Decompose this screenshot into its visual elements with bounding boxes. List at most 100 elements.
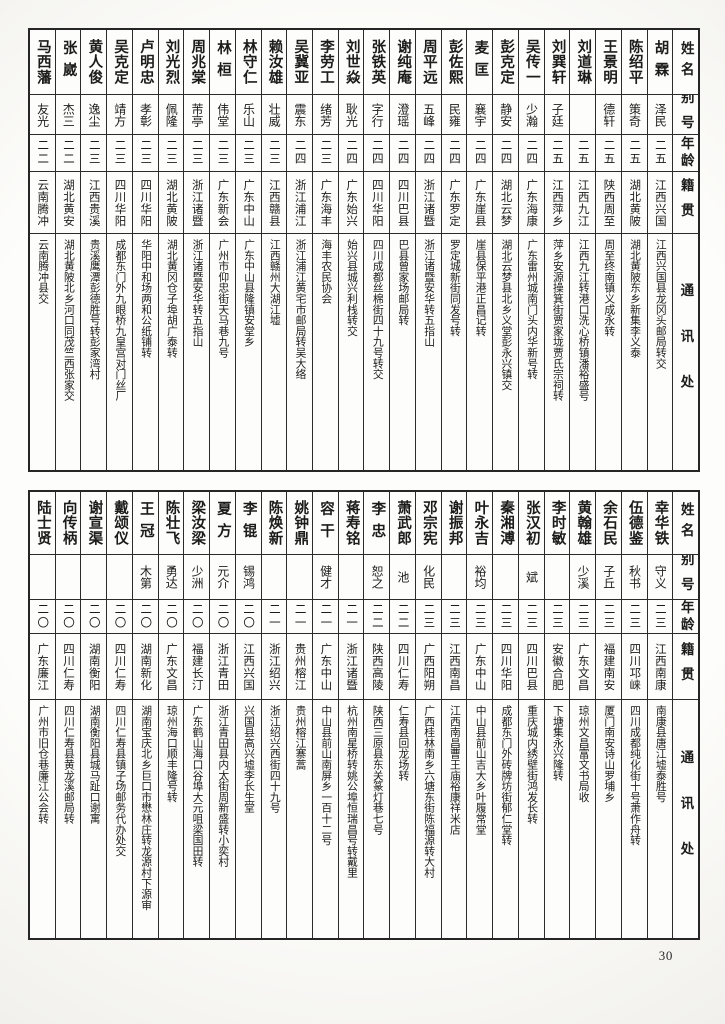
directory-entry-column: 李时敏 二三 安徽合肥 下塘集永兴隆转 [543,492,570,938]
entry-name: 蒋寿铭 [343,499,360,547]
directory-entry-column: 王景明 德轩 二五 陕西周至 周至终南镇义成永转 [595,30,621,470]
entry-address: 萍乡安源操箕街贾家垅贾氏宗祠转 [544,233,570,470]
entry-name: 向传柄 [60,499,77,547]
entry-native-place: 贵州榕江 [287,633,312,699]
entry-address: 南康县唐江墟泰胜号 [647,699,673,938]
entry-age: 二〇 [81,599,107,633]
entry-address: 周至终南镇义成永转 [596,233,621,470]
entry-address: 琼州文昌富文书局收 [570,699,596,938]
entry-native-place: 江西南昌 [441,633,467,699]
entry-age: 二二 [364,599,390,633]
entry-alias: 策奇 [621,94,647,134]
entry-address: 兴国县高兴墟李长生堂 [235,699,261,938]
directory-entry-column: 叶永吉 裕均 二三 广东中山 中山县前山吉大乡叶履常堂 [466,492,493,938]
entry-name: 陈绍平 [626,38,643,86]
entry-name: 姚钟鼎 [292,499,309,547]
entry-native-place: 广东海丰 [312,171,338,233]
entry-address: 成都东门外九眼桥九皇宫对门丝厂 [107,233,132,470]
entry-age: 二三 [518,599,544,633]
entry-alias: 锡鸿 [235,554,261,599]
entry-address: 广东中山县隆镇安堂乡 [235,233,261,470]
entry-address: 江西赣州大湖江墟 [261,233,287,470]
entry-age: 二四 [493,134,518,171]
entry-name: 邓宗宪 [420,499,437,547]
entry-name: 叶永吉 [472,499,489,547]
entry-native-place: 江西萍乡 [544,171,570,233]
entry-address: 四川成都纯化街十号萧作舟转 [621,699,647,938]
entry-alias: 子廷 [544,94,570,134]
entry-age: 二四 [415,134,441,171]
entry-address: 江西九江转港口洗心桥镇潘裕盛号 [570,233,596,470]
entry-alias: 靖方 [107,94,132,134]
entry-age: 二三 [647,599,673,633]
entry-address: 仁寿县回龙场转 [390,699,415,938]
entry-address: 浙江青田县内太街周新盛转小奕村 [210,699,235,938]
entry-alias: 友光 [29,94,55,134]
entry-address: 四川仁寿县黄龙溪邮局转 [55,699,81,938]
entry-alias: 绪芳 [312,94,338,134]
entry-name: 谢振邦 [446,499,463,547]
entry-name: 戴颂仪 [112,499,129,547]
entry-native-place: 湖南衡阳 [81,633,107,699]
directory-entry-column: 吴冀亚 震东 二四 浙江浦江 浙江浦江黄宅市邮局转吴大络 [286,30,312,470]
entry-name: 周兆棠 [189,38,206,86]
directory-entry-column: 刘世焱 耿光 二四 广东始兴 始兴县城兴利栈转交 [337,30,364,470]
entry-name: 幸华铁 [652,499,669,547]
header-name: 姓名 [678,41,694,83]
entry-address: 贵州榕江寨蒿 [287,699,312,938]
directory-entry-column: 黄人俊 逸尘 二三 江西贵溪 贵溪鹰潭彭德胜号转彭家湾村 [80,30,107,470]
entry-address: 四川成都丝棉街四十九号转交 [364,233,390,470]
entry-native-place: 广东新会 [210,171,235,233]
entry-alias: 勇达 [158,554,184,599]
directory-entry-column: 胡霖 泽民 二五 江西兴国 江西兴国县龙冈头邮局转交 [646,30,673,470]
directory-entry-column: 张汉初 斌 二三 四川巴县 重庆城内绣壁街鸿发长转 [517,492,544,938]
entry-native-place: 四川仁寿 [107,633,132,699]
entry-alias: 民雍 [441,94,467,134]
entry-name: 夏方 [215,500,232,546]
entry-name: 陈壮飞 [163,499,180,547]
entry-name: 梁汝梁 [189,499,206,547]
entry-age: 二四 [441,134,467,171]
entry-name: 李时敏 [549,499,566,547]
entry-alias: 德轩 [596,94,621,134]
entry-name: 周平远 [420,38,437,86]
entry-alias: 静安 [493,94,518,134]
entry-address: 广州市仰忠街天马巷九号 [210,233,235,470]
entry-alias: 耿光 [338,94,364,134]
directory-entry-column: 陈壮飞 勇达 二〇 广东文昌 琼州海口顺丰隆号转 [157,492,184,938]
entry-name: 张崴 [60,39,77,85]
entry-native-place: 安徽合肥 [544,633,570,699]
entry-alias [493,554,518,599]
entry-native-place: 湖北黄陂 [621,171,647,233]
entry-alias [29,554,55,599]
directory-entry-column: 周平远 五峰 二四 浙江诸暨 浙江诸暨安华转五指山 [414,30,441,470]
directory-entry-column: 刘道琳 二五 江西九江 江西九江转港口洗心桥镇潘裕盛号 [569,30,596,470]
entry-alias: 少溪 [570,554,596,599]
header-native-place: 籍贯 [673,171,698,233]
entry-name: 李忠 [369,500,386,546]
entry-alias [287,554,312,599]
entry-alias [55,554,81,599]
directory-entry-column: 彭克定 静安 二四 湖北云梦 湖北云梦县北乡义堂彭永兴镇交 [492,30,518,470]
entry-name: 吴克定 [112,38,129,86]
directory-entry-column: 周兆棠 芾亭 二三 浙江诸暨 浙江诸暨安华转五指山 [183,30,210,470]
entry-name: 林守仁 [240,38,257,86]
directory-entry-column: 蒋寿铭 二一 浙江诸暨 杭州南星桥转姚公埠恒瑞昌号转戴里 [337,492,364,938]
entry-alias: 木第 [132,554,158,599]
header-column: 姓名 别号 年龄 籍贯 通讯处 [672,492,698,938]
entry-alias: 震东 [287,94,312,134]
entry-age: 二〇 [235,599,261,633]
entry-address: 江西兴国县龙冈头邮局转交 [647,233,673,470]
entry-address: 四川仁寿县镇子场邮务代办处交 [107,699,132,938]
entry-age: 二三 [158,134,184,171]
directory-entry-column: 张铁英 字行 二四 四川华阳 四川成都丝棉街四十九号转交 [363,30,390,470]
entry-age: 二〇 [158,599,184,633]
entry-native-place: 广东海康 [518,171,544,233]
entry-address: 广东鹤山海口谷埠大元咀梁国田转 [184,699,210,938]
entry-address: 罗定城新街同发号转 [441,233,467,470]
entry-address: 云南腾冲县交 [29,233,55,470]
entry-native-place: 广东文昌 [158,633,184,699]
entry-age: 二五 [570,134,596,171]
entry-alias [544,554,570,599]
entry-age: 二〇 [132,599,158,633]
